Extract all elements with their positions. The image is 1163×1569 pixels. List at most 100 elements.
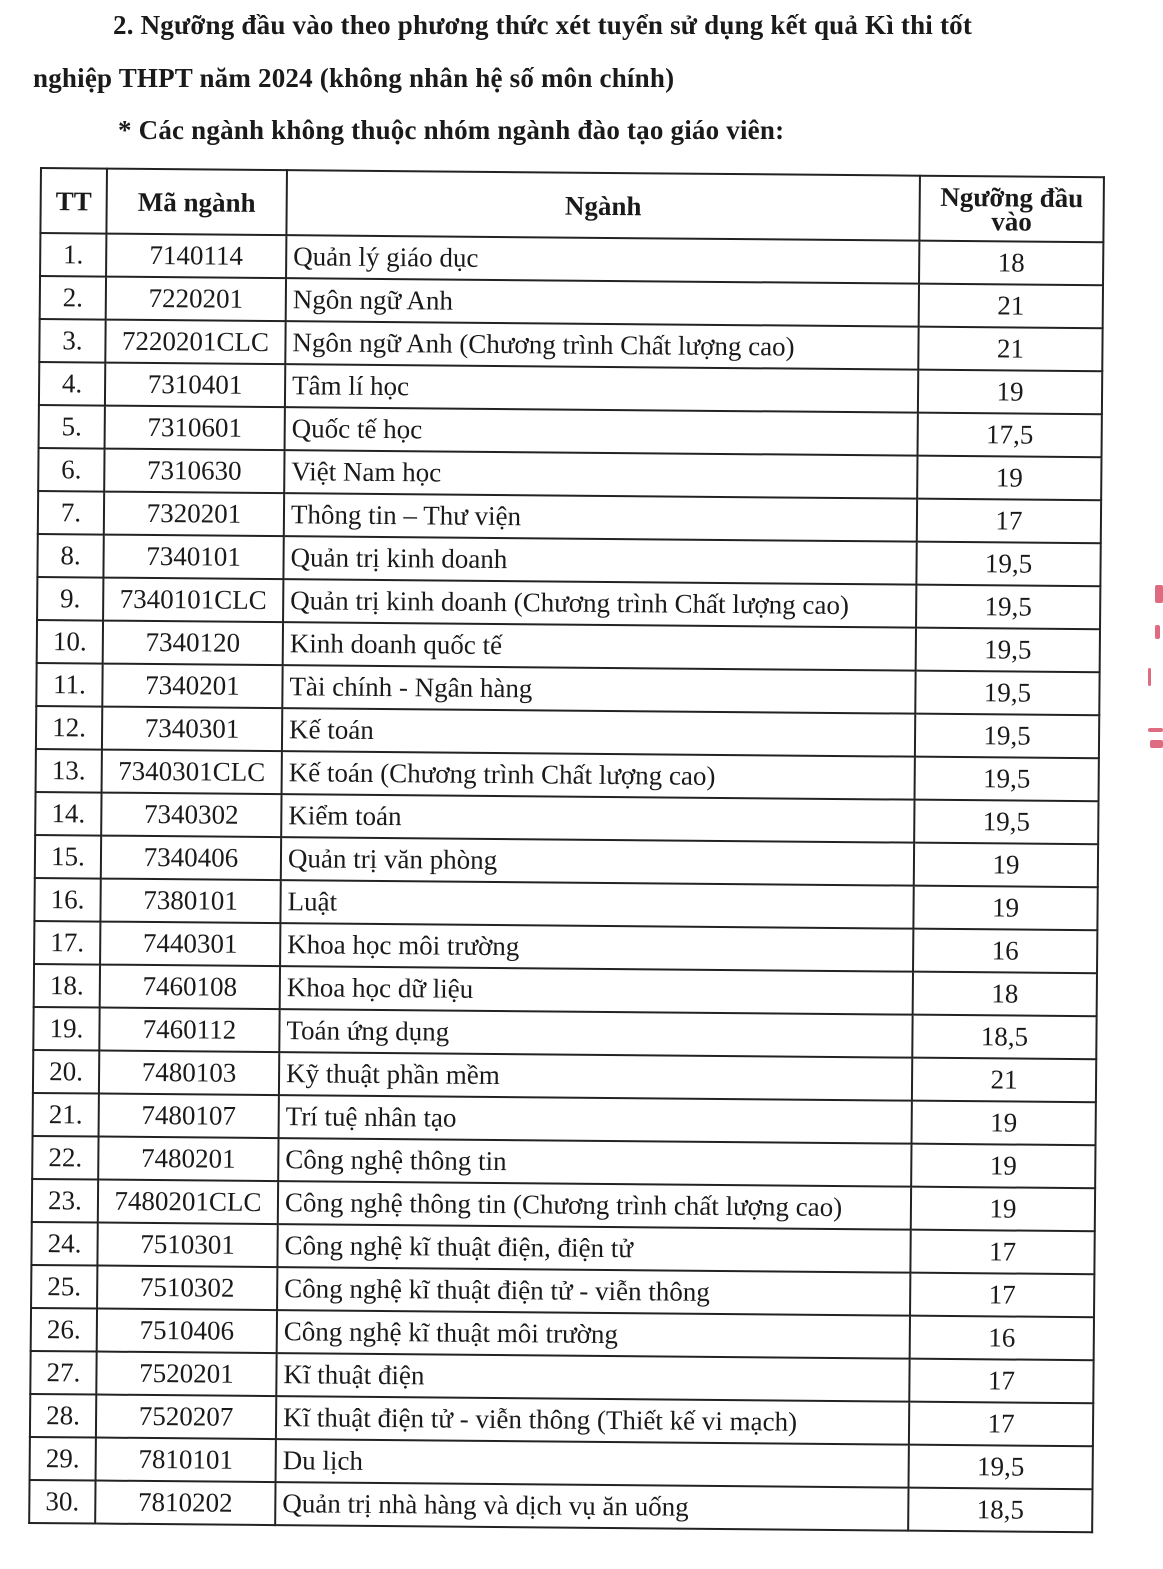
threshold-score: 18,5 — [912, 1014, 1097, 1060]
major-name: Kĩ thuật điện — [276, 1353, 910, 1402]
major-name: Công nghệ kĩ thuật điện tử - viễn thông — [277, 1267, 911, 1316]
row-number: 4. — [38, 362, 106, 406]
threshold-score: 19,5 — [914, 799, 1099, 845]
row-number: 8. — [37, 533, 104, 578]
heading-line-1: 2. Ngưỡng đầu vào theo phương thức xét t… — [113, 10, 973, 40]
major-name: Kĩ thuật điện tử - viễn thông (Thiết kế … — [275, 1396, 910, 1445]
threshold-score: 17,5 — [917, 412, 1102, 458]
row-number: 10. — [36, 619, 104, 664]
major-name: Quản lý giáo dục — [286, 235, 920, 284]
threshold-score: 21 — [911, 1057, 1097, 1103]
major-name: Trí tuệ nhân tạo — [278, 1095, 912, 1144]
row-number: 24. — [31, 1221, 98, 1266]
major-name: Quản trị kinh doanh (Chương trình Chất l… — [283, 579, 917, 628]
major-code: 7810101 — [95, 1437, 276, 1483]
row-number: 19. — [33, 1006, 100, 1051]
major-code: 7340406 — [100, 835, 282, 881]
column-header-code: Mã ngành — [106, 168, 287, 236]
column-header-tt: TT — [40, 168, 107, 234]
row-number: 2. — [39, 276, 107, 320]
subheading: * Các ngành không thuộc nhóm ngành đào t… — [118, 115, 785, 145]
row-number: 7. — [37, 490, 105, 535]
row-number: 16. — [34, 877, 101, 922]
major-name: Kiểm toán — [281, 794, 915, 843]
major-code: 7320201 — [103, 491, 285, 537]
major-code: 7510406 — [96, 1308, 278, 1354]
row-number: 14. — [35, 791, 102, 836]
threshold-score: 19 — [917, 369, 1103, 415]
row-number: 5. — [38, 404, 105, 449]
row-number: 18. — [33, 963, 101, 1008]
heading-line-2: nghiệp THPT năm 2024 (không nhân hệ số m… — [33, 63, 675, 93]
major-name: Công nghệ kĩ thuật môi trường — [276, 1310, 911, 1359]
major-name: Quản trị văn phòng — [280, 837, 915, 886]
major-name: Kế toán (Chương trình Chất lượng cao) — [281, 751, 915, 800]
major-code: 7480201 — [98, 1136, 279, 1182]
major-code: 7460108 — [99, 964, 281, 1010]
major-code: 7340201 — [102, 663, 283, 709]
major-code: 7340101 — [103, 534, 284, 580]
threshold-score: 21 — [918, 326, 1103, 372]
major-code: 7520207 — [95, 1394, 277, 1440]
major-name: Ngôn ngữ Anh — [285, 278, 920, 327]
major-code: 7810202 — [95, 1480, 276, 1526]
major-name: Công nghệ thông tin — [278, 1138, 912, 1187]
table-header-row: TT Mã ngành Ngành Ngưỡng đầu vào — [40, 168, 1104, 243]
major-code: 7340302 — [101, 792, 282, 838]
major-code: 7340101CLC — [103, 577, 284, 623]
threshold-score: 19,5 — [916, 541, 1101, 587]
row-number: 21. — [32, 1092, 99, 1137]
table-body: 1. 7140114 Quản lý giáo dục 18 2. 7220201 Ngôn… — [29, 233, 1104, 1533]
column-header-major: Ngành — [286, 170, 920, 241]
threshold-score: 17 — [916, 498, 1102, 544]
threshold-score: 21 — [918, 283, 1104, 329]
threshold-score: 19,5 — [916, 584, 1101, 630]
major-code: 7340120 — [102, 620, 284, 666]
major-name: Tài chính - Ngân hàng — [282, 665, 916, 714]
major-code: 7220201CLC — [105, 319, 286, 365]
threshold-score: 19 — [911, 1143, 1096, 1189]
row-number: 13. — [35, 748, 102, 793]
threshold-table: TT Mã ngành Ngành Ngưỡng đầu vào 1. 71401… — [28, 167, 1105, 1533]
row-number: 22. — [32, 1135, 99, 1180]
major-code: 7140114 — [106, 233, 287, 279]
threshold-score: 18,5 — [908, 1487, 1093, 1533]
major-name: Quốc tế học — [284, 407, 918, 456]
major-name: Quản trị kinh doanh — [283, 536, 917, 585]
threshold-score: 19 — [913, 842, 1099, 888]
row-number: 6. — [38, 447, 105, 492]
major-name: Kinh doanh quốc tế — [282, 622, 917, 671]
major-name: Tâm lí học — [284, 364, 919, 413]
row-number: 1. — [40, 233, 107, 277]
row-number: 20. — [32, 1049, 100, 1094]
major-code: 7340301 — [101, 706, 283, 752]
major-name: Quản trị nhà hàng và dịch vụ ăn uống — [275, 1482, 909, 1531]
threshold-score: 19,5 — [914, 713, 1100, 759]
threshold-score: 19,5 — [908, 1444, 1093, 1490]
row-number: 30. — [29, 1479, 96, 1524]
major-code: 7440301 — [100, 921, 281, 967]
major-name: Khoa học dữ liệu — [279, 966, 914, 1015]
major-code: 7510302 — [97, 1265, 278, 1311]
major-code: 7480201CLC — [97, 1179, 279, 1225]
major-code: 7220201 — [105, 276, 287, 322]
row-number: 15. — [34, 834, 102, 879]
threshold-score: 18 — [919, 240, 1104, 286]
threshold-score: 17 — [908, 1401, 1094, 1447]
row-number: 28. — [29, 1393, 97, 1438]
major-code: 7480103 — [98, 1050, 280, 1096]
major-name: Luật — [280, 880, 914, 929]
row-number: 12. — [35, 705, 103, 750]
major-code: 7340301CLC — [101, 749, 282, 795]
threshold-score: 17 — [909, 1358, 1094, 1404]
column-header-threshold: Ngưỡng đầu vào — [919, 175, 1104, 243]
major-code: 7520201 — [96, 1351, 277, 1397]
major-name: Việt Nam học — [284, 450, 918, 499]
major-code: 7310601 — [104, 405, 285, 451]
row-number: 23. — [31, 1178, 99, 1223]
threshold-score: 16 — [909, 1315, 1095, 1361]
row-number: 3. — [39, 319, 106, 363]
row-number: 25. — [31, 1264, 98, 1309]
major-code: 7310630 — [104, 448, 285, 494]
major-name: Thông tin – Thư viện — [283, 493, 918, 542]
